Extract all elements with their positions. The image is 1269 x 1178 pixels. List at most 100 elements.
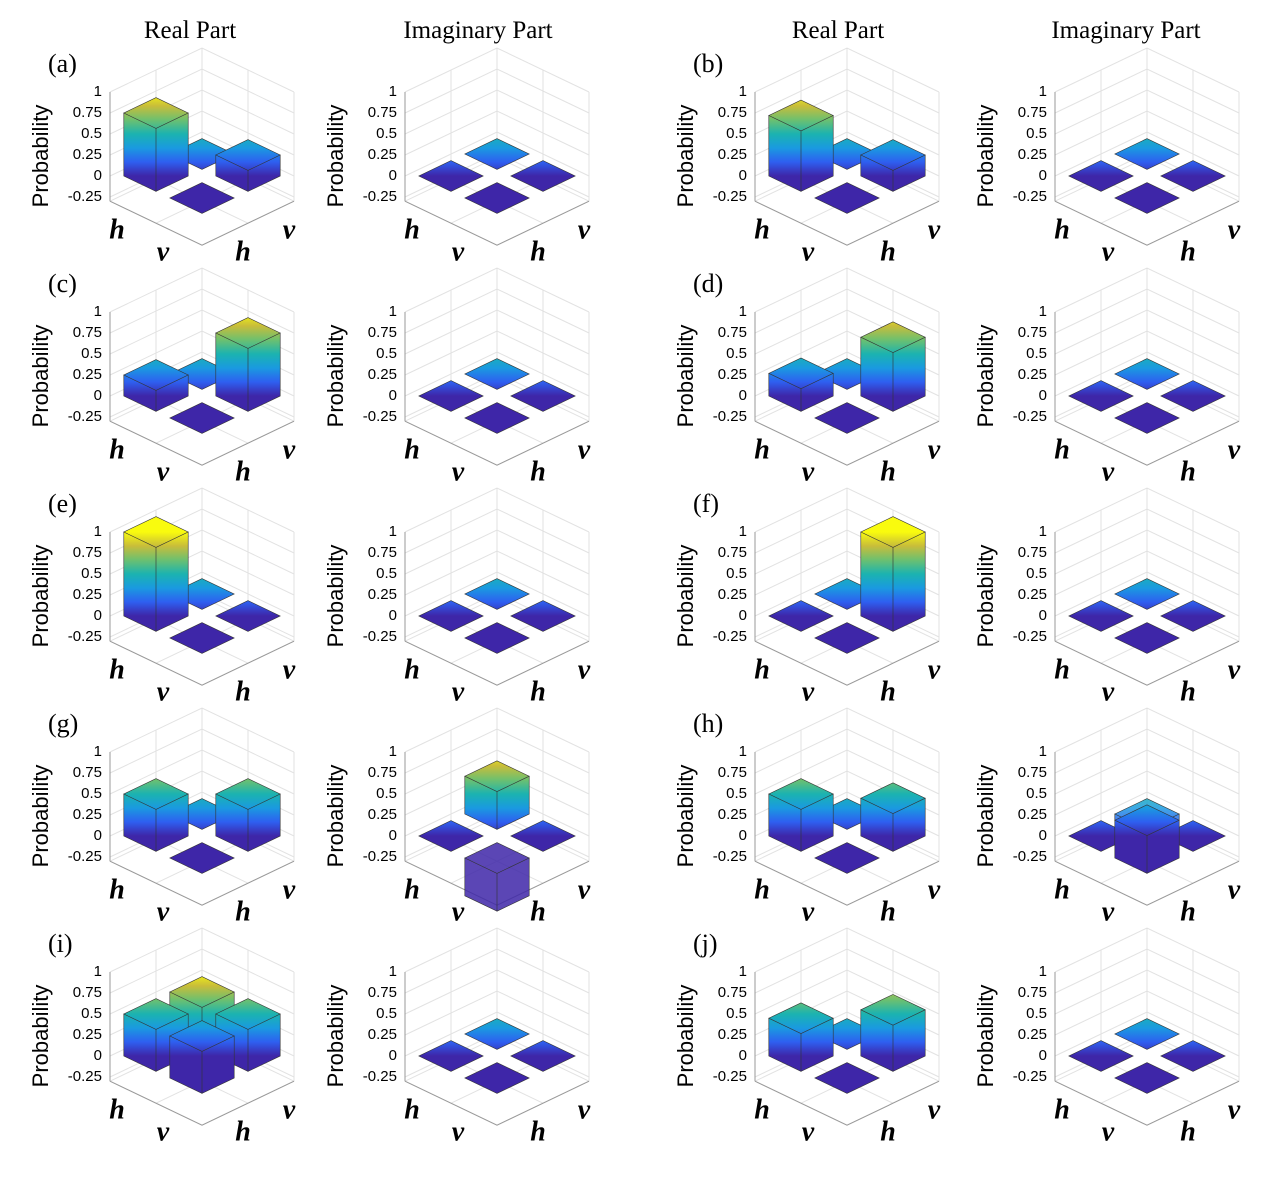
z-tick-label: 0.5 — [376, 565, 397, 582]
grid-line — [109, 707, 295, 753]
z-tick-label: 0.5 — [81, 125, 102, 142]
z-tick-label: 0.75 — [368, 324, 397, 341]
z-tick-label: 0 — [1039, 1047, 1047, 1064]
bar — [860, 782, 926, 852]
col-label: v — [578, 655, 591, 686]
z-tick-label: 0.25 — [1018, 806, 1047, 823]
z-tick-label: 0.5 — [81, 345, 102, 362]
bar — [418, 1040, 484, 1072]
grid-line — [754, 948, 940, 994]
z-tick-label: -0.25 — [68, 628, 102, 645]
row-label: v — [1102, 677, 1115, 708]
z-tick-label: 0.25 — [73, 806, 102, 823]
bar — [814, 1062, 880, 1094]
floor-edge — [1054, 1080, 1240, 1126]
floor-edge — [1054, 640, 1240, 686]
floor-edge — [754, 420, 940, 466]
z-tick-label: -0.25 — [68, 188, 102, 205]
bar — [1114, 1062, 1180, 1094]
grid-line — [1054, 68, 1240, 114]
z-tick-label: 0.75 — [1018, 324, 1047, 341]
row-label: h — [754, 1095, 770, 1126]
grid-line — [754, 288, 940, 334]
z-tick-label: 0 — [389, 607, 397, 624]
row-label: h — [109, 435, 125, 466]
panel: -0.25 0 0.25 0.5 0.75 1 Probability (a) h v h v — [28, 47, 296, 268]
floor-edge — [109, 420, 295, 466]
row-label: h — [754, 215, 770, 246]
row-label: h — [109, 1095, 125, 1126]
grid-line — [1054, 791, 1240, 837]
bar — [123, 97, 189, 192]
grid-line — [404, 47, 590, 93]
panel: -0.25 0 0.25 0.5 0.75 1 Probability h v h v — [973, 707, 1241, 928]
row-label: v — [452, 237, 465, 268]
panel: -0.25 0 0.25 0.5 0.75 1 Probability h v h v — [973, 267, 1241, 488]
col-label: h — [235, 1117, 251, 1148]
bar — [1068, 1040, 1134, 1072]
z-tick-label: 0.5 — [1026, 125, 1047, 142]
bar — [768, 778, 834, 852]
col-label: h — [880, 237, 896, 268]
bar — [1068, 380, 1134, 412]
z-tick-label: -0.25 — [363, 1068, 397, 1085]
z-tick-label: 0.75 — [73, 764, 102, 781]
z-tick-label: 0.5 — [726, 565, 747, 582]
bar — [1114, 182, 1180, 214]
grid-line — [1054, 948, 1240, 994]
z-tick-label: 0.5 — [376, 785, 397, 802]
floor-edge — [404, 420, 590, 466]
z-tick-label: 0 — [739, 387, 747, 404]
z-tick-label: 0.25 — [718, 1026, 747, 1043]
grid-line — [1054, 927, 1240, 973]
panel: -0.25 0 0.25 0.5 0.75 1 Probability h v h v — [323, 487, 591, 708]
grid-line — [1054, 529, 1240, 575]
col-label: v — [283, 655, 296, 686]
floor-edge — [1054, 420, 1240, 466]
bar — [768, 1002, 834, 1072]
row-label: v — [802, 677, 815, 708]
panel: -0.25 0 0.25 0.5 0.75 1 Probability (h) h v h v — [673, 707, 941, 928]
z-axis-label: Probability — [673, 325, 698, 428]
z-axis-label: Probability — [28, 985, 53, 1088]
z-tick-label: 0.25 — [1018, 586, 1047, 603]
floor-edge — [404, 640, 590, 686]
panel: -0.25 0 0.25 0.5 0.75 1 Probability (d) h v h v — [673, 267, 941, 488]
col-label: h — [1180, 677, 1196, 708]
bar — [418, 820, 484, 852]
col-label: v — [578, 875, 591, 906]
z-axis-label: Probability — [673, 765, 698, 868]
col-label: h — [530, 677, 546, 708]
col-label: v — [928, 875, 941, 906]
col-label: v — [578, 1095, 591, 1126]
grid-line — [404, 68, 590, 114]
z-tick-label: -0.25 — [68, 408, 102, 425]
col-label: v — [1228, 655, 1241, 686]
row-label: h — [754, 655, 770, 686]
column-title: Imaginary Part — [1051, 17, 1200, 44]
bar — [418, 160, 484, 192]
panel: -0.25 0 0.25 0.5 0.75 1 Probability h v h v — [323, 927, 591, 1148]
floor-edge — [1054, 860, 1240, 906]
z-tick-label: 1 — [389, 523, 397, 540]
z-tick-label: 1 — [94, 743, 102, 760]
grid-line — [754, 47, 940, 93]
z-tick-label: 1 — [94, 963, 102, 980]
grid-line — [109, 288, 295, 334]
z-tick-label: 0.25 — [718, 586, 747, 603]
z-tick-label: 1 — [389, 963, 397, 980]
z-tick-label: 0.25 — [718, 806, 747, 823]
grid-line — [404, 571, 590, 617]
bar — [860, 321, 926, 412]
panel-label: (b) — [693, 49, 723, 78]
grid-line — [404, 110, 590, 156]
z-axis-label: Probability — [323, 325, 348, 428]
grid-line — [1054, 309, 1240, 355]
z-tick-label: 0 — [94, 167, 102, 184]
z-tick-label: 0.5 — [726, 125, 747, 142]
z-tick-label: 0.5 — [726, 1005, 747, 1022]
z-axis-label: Probability — [973, 105, 998, 208]
grid-line — [1054, 131, 1240, 177]
row-label: h — [1054, 215, 1070, 246]
grid-line — [404, 990, 590, 1036]
